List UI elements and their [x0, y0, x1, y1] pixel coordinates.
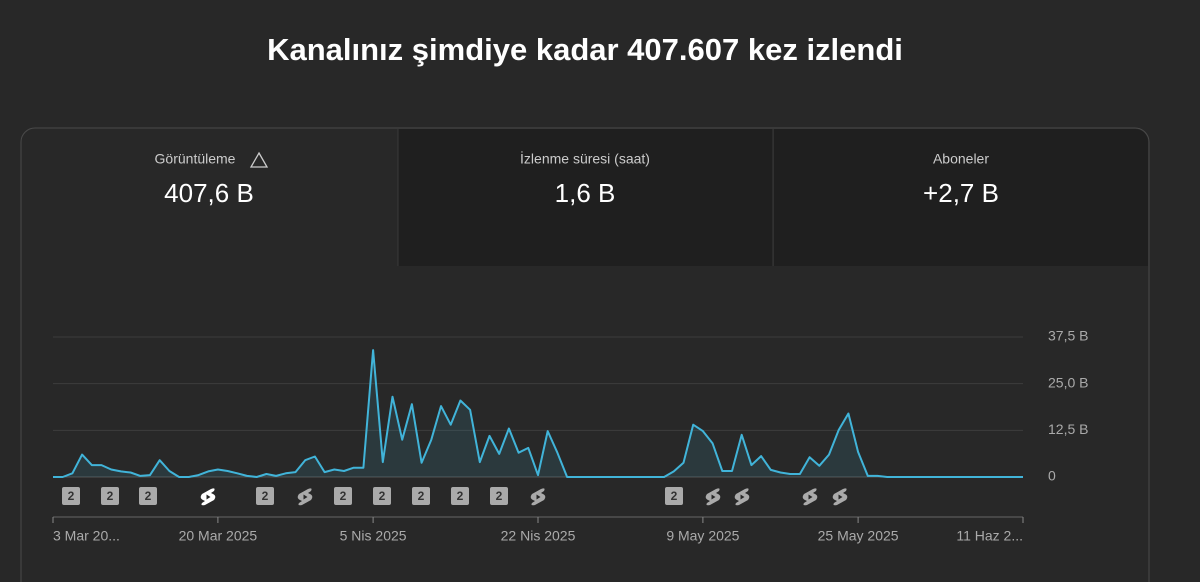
marker-box — [412, 487, 430, 505]
tab-label: Aboneler — [933, 151, 989, 167]
marker-label: 2 — [262, 489, 269, 503]
page-title: Kanalınız şimdiye kadar 407.607 kez izle… — [267, 32, 903, 67]
marker-label: 2 — [671, 489, 678, 503]
marker-label: 2 — [496, 489, 503, 503]
x-tick-label: 11 Haz 2... — [956, 528, 1023, 544]
x-tick-label: 5 Nis 2025 — [340, 528, 407, 544]
marker-box — [62, 487, 80, 505]
x-tick-label: 25 May 2025 — [818, 528, 899, 544]
shorts-icon — [832, 488, 848, 506]
shorts-play — [206, 494, 211, 500]
x-tick-label: 9 May 2025 — [666, 528, 739, 544]
marker-label: 2 — [457, 489, 464, 503]
tab-label: İzlenme süresi (saat) — [520, 150, 650, 167]
shorts-icon — [705, 488, 721, 506]
shorts-icon — [802, 488, 818, 506]
marker-box — [665, 487, 683, 505]
shorts-play — [838, 494, 843, 500]
x-tick-label: 22 Nis 2025 — [501, 528, 576, 544]
tab-label: Görüntüleme — [155, 151, 236, 167]
shorts-icon — [734, 488, 750, 506]
marker-label: 2 — [340, 489, 347, 503]
x-tick-label: 3 Mar 20... — [53, 528, 120, 544]
line — [53, 349, 1023, 478]
marker-box — [451, 487, 469, 505]
x-tick-label: 20 Mar 2025 — [179, 528, 258, 544]
marker-box — [373, 487, 391, 505]
shorts-play — [740, 494, 745, 500]
marker-label: 2 — [418, 489, 425, 503]
marker-box — [334, 487, 352, 505]
marker-label: 2 — [145, 489, 152, 503]
tab-bg — [398, 129, 773, 266]
marker-box — [256, 487, 274, 505]
shorts-icon — [297, 488, 313, 506]
y-tick-label: 12,5 B — [1048, 421, 1088, 437]
shorts-play — [711, 494, 716, 500]
shorts-play — [536, 494, 541, 500]
y-tick-label: 0 — [1048, 468, 1056, 484]
marker-box — [139, 487, 157, 505]
marker-label: 2 — [107, 489, 114, 503]
tab-bg — [774, 129, 1148, 266]
marker-label: 2 — [68, 489, 75, 503]
shorts-icon — [530, 488, 546, 506]
tab[interactable]: İzlenme süresi (saat) 1,6 B — [520, 150, 650, 208]
warning-icon — [249, 151, 269, 168]
marker-box — [490, 487, 508, 505]
shorts-play — [303, 494, 308, 500]
marker-label: 2 — [379, 489, 386, 503]
tab[interactable]: Görüntüleme 407,6 B — [155, 151, 269, 208]
tab[interactable]: Aboneler +2,7 B — [923, 151, 999, 208]
shorts-play — [808, 494, 813, 500]
tab-value: 407,6 B — [164, 178, 254, 208]
y-tick-label: 25,0 B — [1048, 374, 1088, 390]
y-tick-label: 37,5 B — [1048, 328, 1088, 344]
marker-box — [101, 487, 119, 505]
shorts-icon — [200, 488, 216, 506]
tab-value: +2,7 B — [923, 178, 999, 208]
tab-value: 1,6 B — [555, 178, 616, 208]
